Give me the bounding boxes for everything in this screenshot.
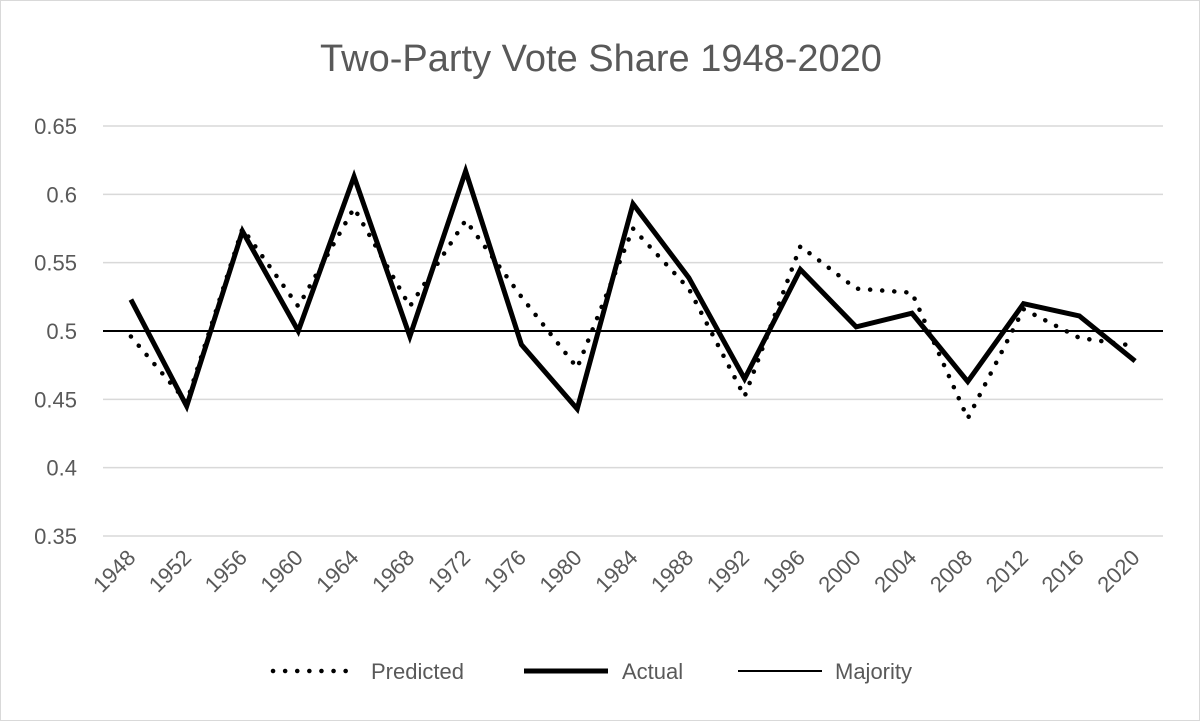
x-tick-label: 1960 <box>256 545 308 597</box>
y-tick-label: 0.65 <box>34 114 77 139</box>
x-tick-label: 1992 <box>702 545 754 597</box>
chart-title: Two-Party Vote Share 1948-2020 <box>320 38 882 80</box>
y-tick-label: 0.35 <box>34 524 77 549</box>
y-axis-ticks: 0.35 0.4 0.45 0.5 0.55 0.6 0.65 <box>34 114 77 549</box>
x-tick-label: 2008 <box>925 545 977 597</box>
x-tick-label: 2012 <box>981 545 1033 597</box>
x-tick-label: 1980 <box>534 545 586 597</box>
x-tick-label: 1968 <box>367 545 419 597</box>
legend-label-actual: Actual <box>622 659 683 684</box>
x-tick-label: 1976 <box>479 545 531 597</box>
y-tick-label: 0.5 <box>46 319 77 344</box>
x-tick-label: 1948 <box>88 545 140 597</box>
y-tick-label: 0.6 <box>46 182 77 207</box>
series-lines <box>103 163 1163 424</box>
x-tick-label: 1984 <box>590 545 642 597</box>
legend-label-majority: Majority <box>835 659 912 684</box>
y-tick-label: 0.55 <box>34 251 77 276</box>
x-tick-label: 1964 <box>311 545 363 597</box>
x-tick-label: 1996 <box>758 545 810 597</box>
x-tick-label: 2016 <box>1037 545 1089 597</box>
legend-label-predicted: Predicted <box>371 659 464 684</box>
x-tick-label: 1988 <box>646 545 698 597</box>
x-tick-label: 1952 <box>144 545 196 597</box>
legend: Predicted Actual Majority <box>270 659 912 684</box>
x-tick-label: 2000 <box>813 545 865 597</box>
series-line-predicted <box>128 203 1138 424</box>
x-tick-label: 1972 <box>423 545 475 597</box>
y-tick-label: 0.45 <box>34 387 77 412</box>
series-line-actual <box>128 163 1137 415</box>
x-tick-label: 1956 <box>200 545 252 597</box>
x-axis-ticks: 1948 1952 1956 1960 1964 1968 1972 1976 1980 1984… <box>88 545 1145 597</box>
y-tick-label: 0.4 <box>46 456 77 481</box>
x-tick-label: 2020 <box>1092 545 1144 597</box>
x-tick-label: 2004 <box>869 545 921 597</box>
